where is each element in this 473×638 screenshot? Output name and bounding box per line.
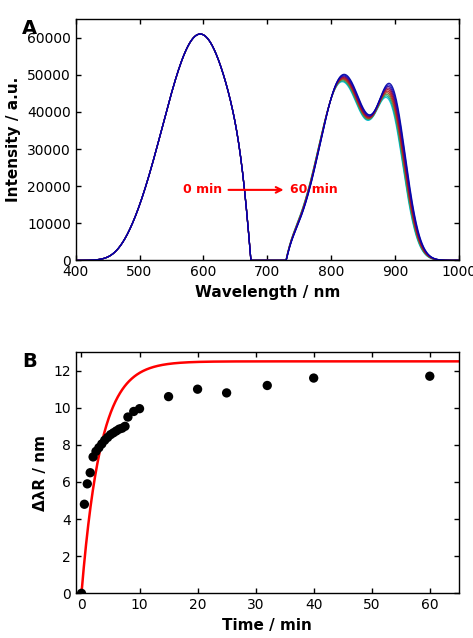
X-axis label: Wavelength / nm: Wavelength / nm [194, 285, 340, 300]
Text: 0 min: 0 min [184, 183, 223, 197]
Point [110, 427, 117, 438]
Point [87, 468, 94, 478]
Y-axis label: ΔλR / nm: ΔλR / nm [33, 434, 48, 510]
Point [115, 424, 123, 434]
Point [104, 433, 112, 443]
Point [124, 412, 131, 422]
Point [107, 429, 114, 440]
Point [136, 404, 143, 414]
Point [89, 452, 97, 462]
Point [113, 426, 120, 436]
Point [426, 371, 434, 382]
Point [223, 388, 230, 398]
Text: A: A [22, 19, 37, 38]
Point [310, 373, 317, 383]
Point [121, 421, 129, 431]
Point [95, 443, 103, 453]
Point [130, 406, 138, 417]
Point [80, 499, 88, 509]
Point [165, 392, 172, 402]
Point [84, 478, 91, 489]
Point [92, 446, 100, 456]
Point [263, 380, 271, 390]
Point [118, 423, 126, 433]
X-axis label: Time / min: Time / min [222, 618, 312, 633]
Text: 60 min: 60 min [289, 183, 337, 197]
Point [98, 439, 105, 449]
Text: B: B [22, 352, 37, 371]
Point [194, 384, 201, 394]
Point [78, 588, 85, 598]
Point [101, 435, 108, 445]
Y-axis label: Intensity / a.u.: Intensity / a.u. [7, 77, 21, 202]
